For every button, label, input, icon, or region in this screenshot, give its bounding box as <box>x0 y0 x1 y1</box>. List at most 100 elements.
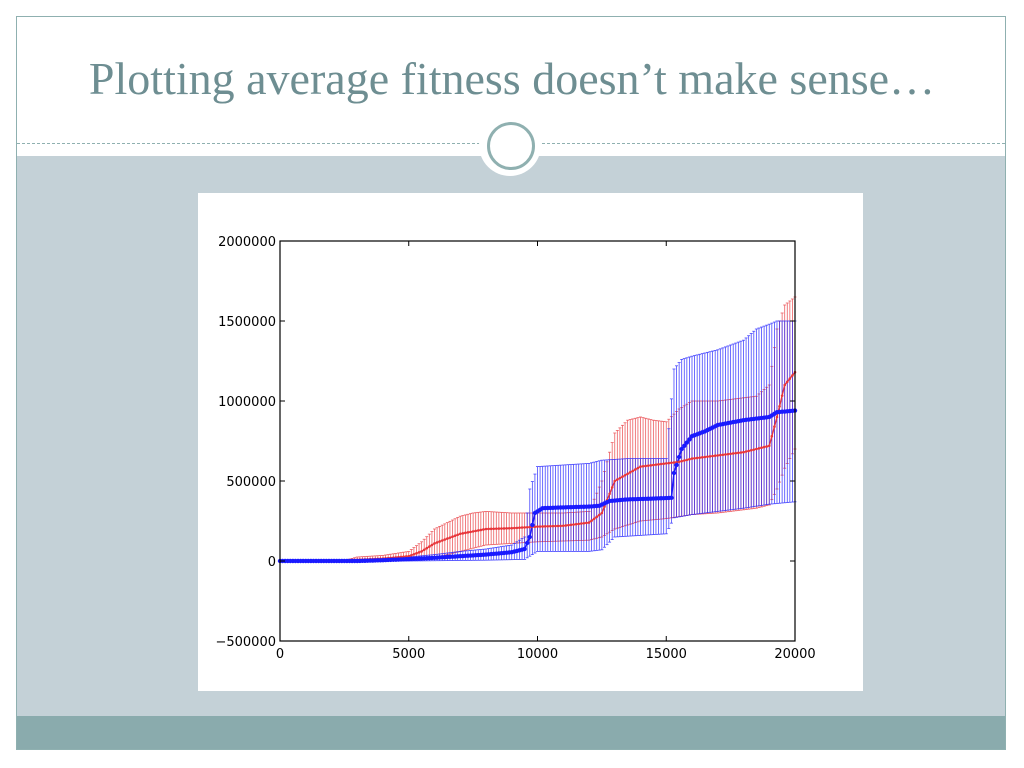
data-point <box>744 450 748 453</box>
data-point <box>636 466 640 470</box>
data-point <box>621 475 624 478</box>
data-point <box>765 445 768 448</box>
data-point <box>644 464 647 468</box>
data-point <box>613 479 617 483</box>
data-point <box>515 526 519 530</box>
data-point <box>669 495 674 500</box>
series-points-layer <box>277 370 798 564</box>
data-point <box>446 537 449 540</box>
data-point <box>415 552 418 555</box>
data-point <box>407 554 411 558</box>
data-point <box>433 542 436 545</box>
data-point <box>631 469 635 473</box>
data-point <box>719 453 722 457</box>
data-point <box>451 535 454 538</box>
data-point <box>671 470 677 476</box>
data-point <box>420 550 423 553</box>
data-point <box>780 394 784 397</box>
data-point <box>538 525 542 528</box>
data-point <box>783 383 786 387</box>
data-point <box>677 460 681 464</box>
data-point <box>667 461 671 465</box>
data-point <box>785 380 789 384</box>
data-point <box>497 527 501 530</box>
data-point <box>760 446 763 450</box>
data-point <box>646 464 650 467</box>
data-point <box>489 527 493 531</box>
data-point <box>551 524 555 528</box>
data-point <box>587 521 591 524</box>
data-point <box>684 440 690 445</box>
x-tick-label: 5000 <box>392 647 425 662</box>
data-point <box>664 462 668 465</box>
data-point <box>525 525 529 529</box>
data-point <box>659 462 663 466</box>
data-point <box>682 443 687 448</box>
data-point <box>458 532 462 536</box>
data-point <box>676 454 682 460</box>
data-point <box>546 524 550 528</box>
data-point <box>729 452 732 456</box>
data-point <box>595 515 599 519</box>
data-point <box>690 457 694 460</box>
data-point <box>687 437 692 442</box>
data-point <box>520 526 524 529</box>
data-point <box>507 526 511 530</box>
y-tick-label: 500000 <box>226 475 276 490</box>
data-point <box>737 451 740 455</box>
data-point <box>662 462 665 466</box>
data-point <box>788 377 792 380</box>
data-point <box>598 513 601 517</box>
data-point <box>505 527 508 530</box>
data-point <box>708 455 712 458</box>
x-tick-label: 20000 <box>774 647 815 662</box>
data-point <box>579 522 583 525</box>
data-point <box>482 528 485 531</box>
data-point <box>422 548 426 552</box>
data-point <box>554 524 557 528</box>
data-point <box>600 511 604 515</box>
chart-panel: 0 5000 10000 15000 20000 −500000 0 500000 10000… <box>198 193 863 691</box>
data-point <box>695 456 699 460</box>
x-tick-label: 0 <box>276 647 284 662</box>
data-point <box>693 456 696 460</box>
data-point <box>592 517 596 521</box>
data-point <box>500 527 503 530</box>
data-point <box>527 534 532 540</box>
data-point <box>626 472 629 476</box>
data-point <box>706 455 709 458</box>
data-point <box>533 525 537 529</box>
data-point <box>525 540 530 546</box>
data-point <box>639 465 642 468</box>
data-point <box>628 471 632 474</box>
slide-title: Plotting average fitness doesn’t make se… <box>88 53 936 104</box>
data-point <box>582 521 586 525</box>
data-point <box>752 448 756 451</box>
data-point <box>680 459 683 463</box>
data-point <box>755 447 758 451</box>
data-point <box>711 454 714 458</box>
data-point <box>770 434 774 438</box>
data-point <box>623 473 627 477</box>
data-point <box>466 531 470 534</box>
data-point <box>495 527 498 530</box>
data-point <box>561 524 565 528</box>
data-point <box>670 461 673 465</box>
data-point <box>428 545 431 548</box>
series-0-error-bars <box>301 296 797 562</box>
data-point <box>487 527 490 531</box>
data-point <box>453 534 457 538</box>
data-point <box>549 524 552 528</box>
data-point <box>569 523 573 527</box>
data-point <box>410 553 413 557</box>
data-point <box>510 526 514 530</box>
data-point <box>713 454 717 458</box>
y-axis: −500000 0 500000 1000000 1500000 2000000 <box>215 235 795 650</box>
data-point <box>688 457 691 461</box>
data-point <box>726 452 730 456</box>
data-point <box>739 451 743 454</box>
data-point <box>567 523 570 527</box>
data-point <box>742 450 745 454</box>
data-point <box>461 532 465 535</box>
data-point <box>716 454 720 457</box>
